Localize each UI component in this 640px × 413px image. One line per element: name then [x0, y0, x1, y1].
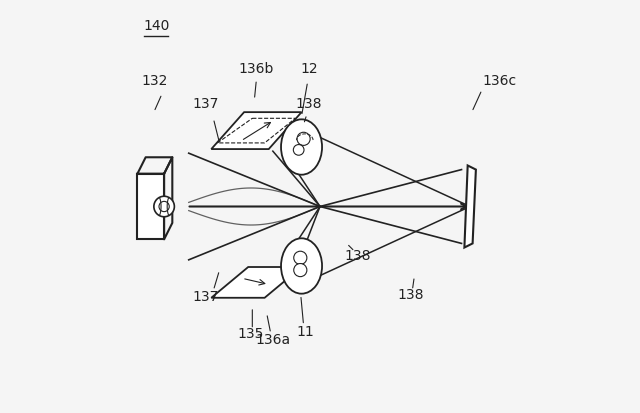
Polygon shape — [211, 267, 301, 298]
Text: 136c: 136c — [482, 74, 516, 88]
Text: 11: 11 — [297, 325, 314, 339]
Text: 136a: 136a — [255, 333, 291, 347]
Polygon shape — [211, 112, 301, 149]
Text: 138: 138 — [295, 97, 322, 111]
Text: 137: 137 — [192, 97, 218, 111]
Circle shape — [294, 251, 307, 264]
Circle shape — [159, 202, 169, 211]
Circle shape — [154, 196, 174, 217]
Circle shape — [293, 145, 304, 155]
Text: 132: 132 — [142, 74, 168, 88]
Text: 138: 138 — [397, 288, 424, 302]
Ellipse shape — [281, 119, 322, 175]
Text: 12: 12 — [301, 62, 319, 76]
Circle shape — [297, 132, 310, 145]
FancyBboxPatch shape — [138, 174, 164, 239]
Circle shape — [294, 263, 307, 277]
Text: 140: 140 — [143, 19, 170, 33]
Text: 136b: 136b — [239, 62, 274, 76]
Ellipse shape — [281, 238, 322, 294]
Text: 137: 137 — [192, 290, 218, 304]
Text: 135: 135 — [237, 327, 264, 341]
Text: 138: 138 — [345, 249, 371, 263]
Polygon shape — [465, 166, 476, 247]
